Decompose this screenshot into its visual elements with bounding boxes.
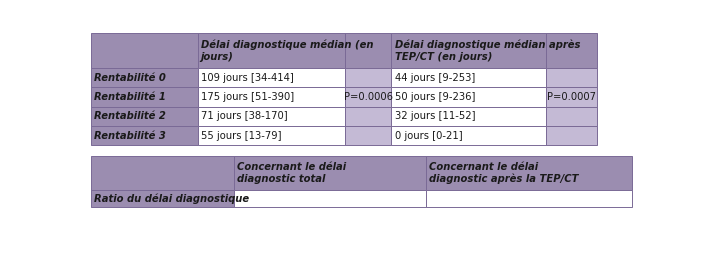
Text: P=0.0007: P=0.0007 bbox=[547, 92, 596, 102]
Text: diagnostic total: diagnostic total bbox=[237, 174, 325, 184]
Text: Concernant le délai: Concernant le délai bbox=[237, 162, 346, 172]
Text: 109 jours [34-414]: 109 jours [34-414] bbox=[201, 73, 293, 83]
Text: 32 jours [11-52]: 32 jours [11-52] bbox=[395, 111, 475, 121]
Bar bbox=[426, 190, 633, 207]
Text: TEP/CT (en jours): TEP/CT (en jours) bbox=[395, 52, 492, 61]
Bar bbox=[547, 87, 597, 107]
Text: 44 jours [9-253]: 44 jours [9-253] bbox=[395, 73, 474, 83]
Text: 175 jours [51-390]: 175 jours [51-390] bbox=[201, 92, 294, 102]
Bar bbox=[198, 68, 345, 87]
Bar bbox=[345, 126, 392, 145]
Bar bbox=[198, 126, 345, 145]
Bar bbox=[392, 33, 547, 68]
Text: diagnostic après la TEP/CT: diagnostic après la TEP/CT bbox=[429, 173, 579, 184]
Bar bbox=[392, 68, 547, 87]
Bar bbox=[392, 126, 547, 145]
Text: Ratio du délai diagnostique: Ratio du délai diagnostique bbox=[94, 193, 249, 204]
Bar bbox=[345, 107, 392, 126]
Text: Rentabilité 3: Rentabilité 3 bbox=[94, 131, 165, 140]
Bar bbox=[198, 87, 345, 107]
Bar bbox=[90, 107, 198, 126]
Text: 0 jours [0-21]: 0 jours [0-21] bbox=[395, 131, 462, 140]
Bar bbox=[345, 68, 392, 87]
Text: Délai diagnostique médian après: Délai diagnostique médian après bbox=[395, 39, 580, 50]
Bar bbox=[90, 33, 198, 68]
Bar bbox=[345, 87, 392, 107]
Bar bbox=[547, 68, 597, 87]
Text: Délai diagnostique médian (en: Délai diagnostique médian (en bbox=[201, 39, 373, 50]
Bar bbox=[198, 107, 345, 126]
Bar bbox=[234, 190, 426, 207]
Text: Rentabilité 1: Rentabilité 1 bbox=[94, 92, 165, 102]
Text: 55 jours [13-79]: 55 jours [13-79] bbox=[201, 131, 281, 140]
Bar bbox=[90, 126, 198, 145]
Bar bbox=[198, 33, 345, 68]
Text: Concernant le délai: Concernant le délai bbox=[429, 162, 539, 172]
Bar bbox=[392, 87, 547, 107]
Bar bbox=[90, 190, 234, 207]
Bar bbox=[90, 68, 198, 87]
Bar bbox=[547, 107, 597, 126]
Text: P=0.0006: P=0.0006 bbox=[344, 92, 392, 102]
Bar bbox=[392, 107, 547, 126]
Bar bbox=[90, 87, 198, 107]
Text: Rentabilité 2: Rentabilité 2 bbox=[94, 111, 165, 121]
Text: Rentabilité 0: Rentabilité 0 bbox=[94, 73, 165, 83]
Bar bbox=[547, 33, 597, 68]
Text: jours): jours) bbox=[201, 52, 233, 61]
Bar bbox=[234, 156, 426, 190]
Bar bbox=[547, 126, 597, 145]
Text: 71 jours [38-170]: 71 jours [38-170] bbox=[201, 111, 287, 121]
Bar bbox=[426, 156, 633, 190]
Text: 50 jours [9-236]: 50 jours [9-236] bbox=[395, 92, 475, 102]
Bar bbox=[345, 33, 392, 68]
Bar bbox=[90, 156, 234, 190]
